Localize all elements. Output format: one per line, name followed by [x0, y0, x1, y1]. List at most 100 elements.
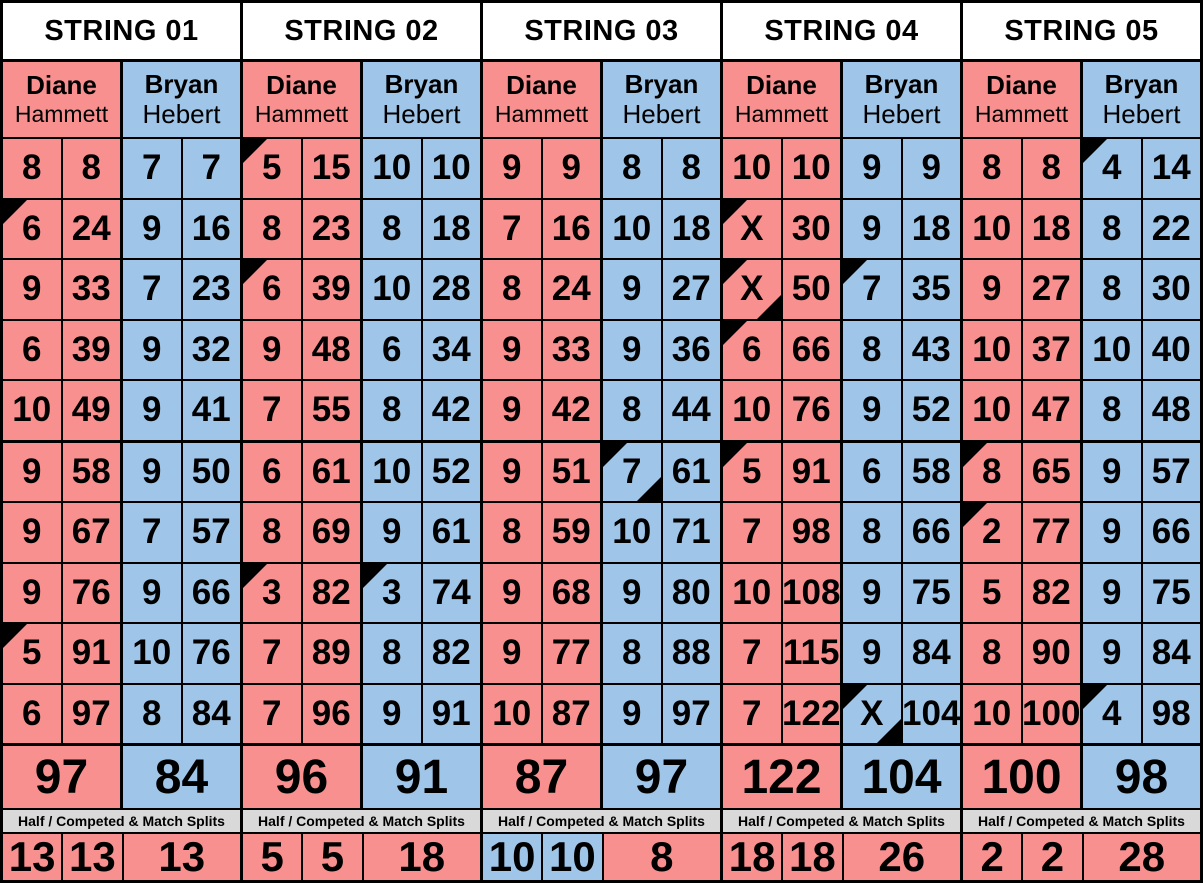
frame-total-cell: 55 [302, 381, 360, 440]
player-string-total: 122 [723, 746, 840, 808]
frame-total-cell: 35 [902, 260, 960, 319]
frame-running-total: 57 [1151, 451, 1191, 491]
frame-score-cell: 8 [483, 503, 541, 562]
frame-total-cell: 91 [422, 684, 480, 743]
frame-total-cell: 77 [1022, 503, 1080, 562]
frame-running-total: 96 [311, 693, 351, 733]
player-last-name: Hebert [862, 98, 941, 129]
frame-running-total: 23 [311, 208, 351, 248]
player-name-cell: Diane Hammett [3, 62, 120, 137]
frame-row: 8 69 9 61 [243, 503, 480, 562]
frame-score-cell: 8 [363, 199, 421, 258]
frame-row: 7 98 8 66 [723, 503, 960, 562]
frame-score: 6 [862, 451, 882, 491]
frame-score-cell: 7 [123, 139, 181, 198]
frame-total-cell: 115 [782, 624, 840, 683]
frame-score-cell: 10 [963, 684, 1021, 743]
player-string-total: 84 [123, 746, 240, 808]
half-splits-label: Half / Competed & Match Splits [963, 810, 1200, 832]
frame-score: 10 [1092, 329, 1132, 369]
frame-total-cell: 8 [62, 139, 120, 198]
frame-score: 10 [492, 693, 532, 733]
frame-running-total: 16 [191, 208, 231, 248]
player-names-row: Diane Hammett Bryan Hebert [723, 62, 960, 137]
player-name-cell: Diane Hammett [963, 62, 1080, 137]
frame-running-total: 98 [1151, 693, 1191, 733]
player-first-name: Bryan [1104, 68, 1179, 99]
frame-running-total: 115 [783, 633, 840, 673]
frame-score: 8 [862, 512, 882, 552]
frame-score: 9 [142, 329, 162, 369]
corner-flag-top-left-icon [843, 684, 867, 709]
frame-total-cell: 65 [1022, 442, 1080, 501]
frame-row: 10 100 4 98 [963, 684, 1200, 743]
frame-score: 9 [502, 390, 522, 430]
frame-score: 8 [622, 633, 642, 673]
frame-total-cell: 23 [182, 260, 240, 319]
frame-total-cell: 18 [422, 199, 480, 258]
frame-score: 9 [22, 512, 42, 552]
frame-score-cell: 8 [603, 381, 661, 440]
frame-score-cell: 8 [243, 199, 301, 258]
frame-row: 8 59 10 71 [483, 503, 720, 562]
frame-score-cell: 7 [123, 503, 181, 562]
string-total-row: 122 104 [723, 746, 960, 808]
frame-running-total: 40 [1151, 329, 1191, 369]
frame-score: 10 [732, 148, 772, 188]
frame-total-cell: 91 [62, 624, 120, 683]
frame-total-cell: 39 [302, 260, 360, 319]
frame-total-cell: 42 [422, 381, 480, 440]
frame-score: 6 [262, 451, 282, 491]
frame-score-cell: 9 [363, 503, 421, 562]
frame-score-cell: 7 [843, 260, 901, 319]
frame-score: 7 [142, 512, 162, 552]
frame-row: 8 24 9 27 [483, 260, 720, 319]
player-names-row: Diane Hammett Bryan Hebert [3, 62, 240, 137]
frame-total-cell: 89 [302, 624, 360, 683]
string-total-row: 87 97 [483, 746, 720, 808]
frame-running-total: 52 [431, 451, 471, 491]
corner-flag-top-left-icon [963, 442, 987, 467]
split-value-cell: 8 [603, 833, 720, 880]
frame-total-cell: 61 [662, 442, 720, 501]
frame-running-total: 27 [671, 269, 711, 309]
frame-total-cell: 61 [422, 503, 480, 562]
frame-total-cell: 82 [1022, 563, 1080, 622]
frame-score-cell: 8 [1083, 381, 1141, 440]
frame-score-cell: 2 [963, 503, 1021, 562]
frame-running-total: 84 [191, 693, 231, 733]
frame-score: 10 [732, 390, 772, 430]
frame-score: 9 [142, 208, 162, 248]
frame-total-cell: 9 [542, 139, 600, 198]
frame-total-cell: 104 [902, 684, 960, 743]
frame-row: 9 76 9 66 [3, 563, 240, 622]
frame-score: 8 [382, 390, 402, 430]
frame-score-cell: 9 [3, 503, 61, 562]
frame-row: 8 65 9 57 [963, 442, 1200, 501]
frame-running-total: 61 [671, 451, 711, 491]
player-name-cell: Diane Hammett [483, 62, 600, 137]
frame-total-cell: 66 [782, 320, 840, 379]
frame-total-cell: 9 [902, 139, 960, 198]
corner-flag-top-left-icon [363, 563, 387, 588]
frame-score: 9 [502, 451, 522, 491]
splits-row: 18 18 26 [723, 833, 960, 880]
frame-running-total: 61 [431, 512, 471, 552]
frame-running-total: 91 [71, 633, 111, 673]
frame-score: 7 [142, 269, 162, 309]
frame-running-total: 90 [1031, 633, 1071, 673]
frame-score: 9 [262, 329, 282, 369]
frame-score-cell: 10 [963, 381, 1021, 440]
frame-score-cell: 4 [1083, 139, 1141, 198]
player-names-row: Diane Hammett Bryan Hebert [963, 62, 1200, 137]
frame-score: 8 [982, 148, 1002, 188]
frame-running-total: 48 [1151, 390, 1191, 430]
frame-running-total: 66 [791, 329, 831, 369]
frame-score-cell: 8 [963, 139, 1021, 198]
frame-running-total: 71 [671, 512, 711, 552]
frame-total-cell: 61 [302, 442, 360, 501]
frame-score-cell: 10 [723, 563, 781, 622]
frame-score-cell: 8 [243, 503, 301, 562]
frame-total-cell: 14 [1142, 139, 1200, 198]
player-last-name: Hammett [254, 101, 349, 128]
